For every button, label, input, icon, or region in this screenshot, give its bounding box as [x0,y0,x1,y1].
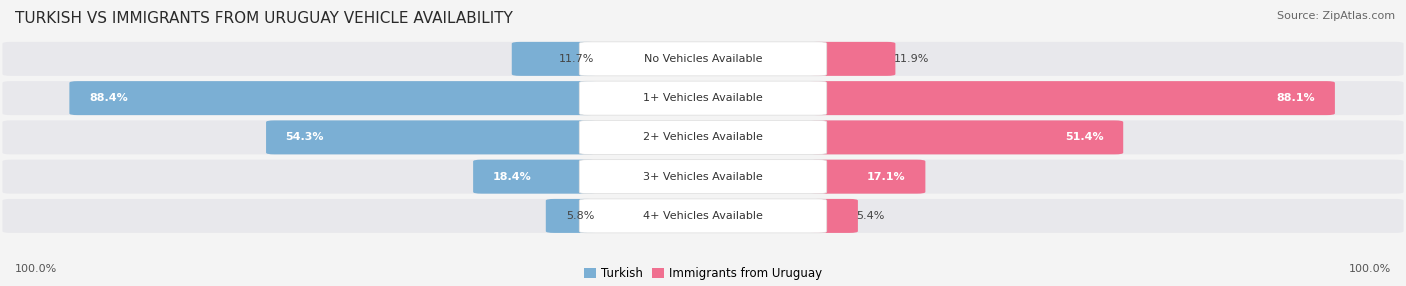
Text: 88.1%: 88.1% [1277,93,1316,103]
FancyBboxPatch shape [3,120,1403,154]
FancyBboxPatch shape [3,199,1403,233]
FancyBboxPatch shape [69,81,596,115]
FancyBboxPatch shape [810,199,858,233]
Text: 88.4%: 88.4% [89,93,128,103]
Text: 51.4%: 51.4% [1064,132,1104,142]
Text: 11.7%: 11.7% [560,54,595,64]
FancyBboxPatch shape [546,199,596,233]
FancyBboxPatch shape [579,160,827,194]
FancyBboxPatch shape [579,120,827,154]
Text: 17.1%: 17.1% [868,172,905,182]
FancyBboxPatch shape [512,42,596,76]
FancyBboxPatch shape [810,42,896,76]
Text: TURKISH VS IMMIGRANTS FROM URUGUAY VEHICLE AVAILABILITY: TURKISH VS IMMIGRANTS FROM URUGUAY VEHIC… [15,11,513,26]
Text: 18.4%: 18.4% [492,172,531,182]
Text: 1+ Vehicles Available: 1+ Vehicles Available [643,93,763,103]
Text: 100.0%: 100.0% [15,264,58,274]
Legend: Turkish, Immigrants from Uruguay: Turkish, Immigrants from Uruguay [585,267,821,280]
FancyBboxPatch shape [474,160,596,194]
Text: 5.8%: 5.8% [567,211,595,221]
FancyBboxPatch shape [579,199,827,233]
FancyBboxPatch shape [810,81,1334,115]
Text: No Vehicles Available: No Vehicles Available [644,54,762,64]
FancyBboxPatch shape [3,42,1403,76]
Text: 11.9%: 11.9% [894,54,929,64]
FancyBboxPatch shape [810,160,925,194]
Text: 3+ Vehicles Available: 3+ Vehicles Available [643,172,763,182]
Text: 100.0%: 100.0% [1348,264,1391,274]
FancyBboxPatch shape [579,81,827,115]
Text: 2+ Vehicles Available: 2+ Vehicles Available [643,132,763,142]
Text: 5.4%: 5.4% [856,211,884,221]
FancyBboxPatch shape [579,42,827,76]
Text: Source: ZipAtlas.com: Source: ZipAtlas.com [1277,11,1395,21]
Text: 4+ Vehicles Available: 4+ Vehicles Available [643,211,763,221]
FancyBboxPatch shape [3,81,1403,115]
FancyBboxPatch shape [810,120,1123,154]
Text: 54.3%: 54.3% [285,132,325,142]
FancyBboxPatch shape [266,120,596,154]
FancyBboxPatch shape [3,160,1403,194]
